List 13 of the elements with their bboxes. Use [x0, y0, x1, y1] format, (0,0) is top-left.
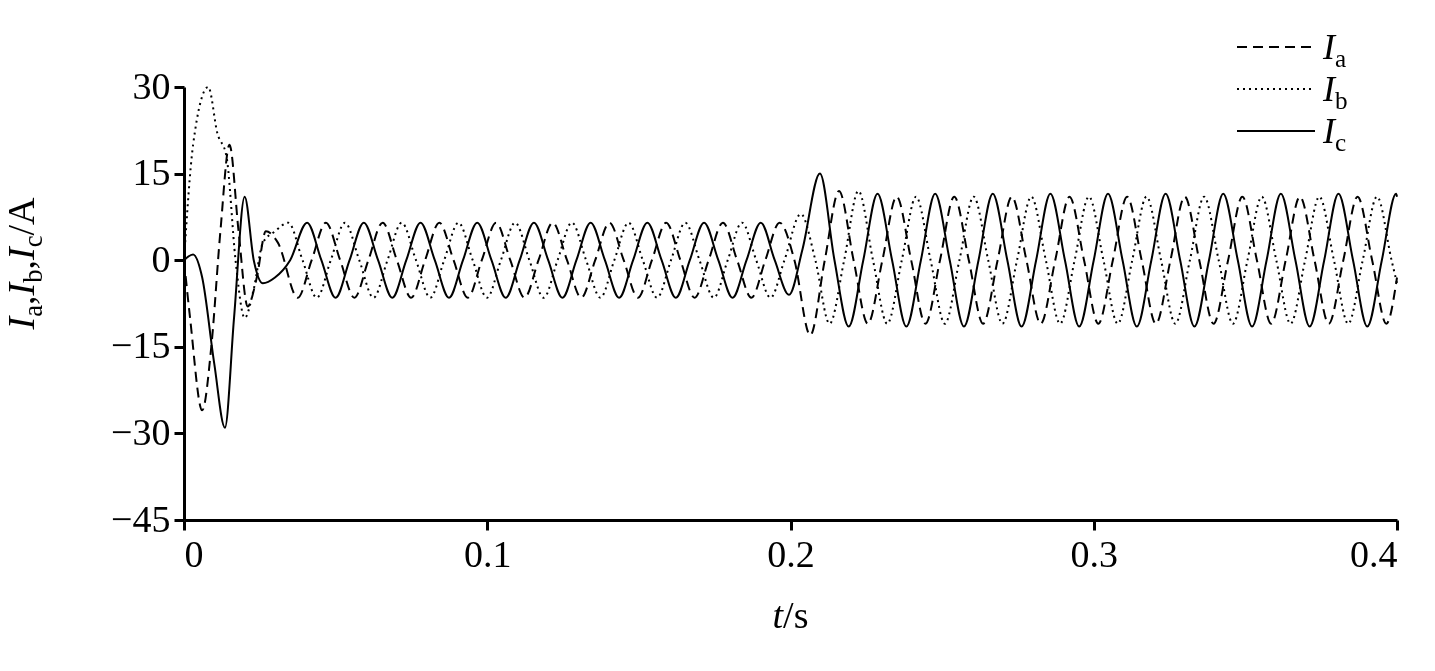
- x-tick-label: 0.3: [1070, 532, 1118, 575]
- y-tick-label: −45: [111, 497, 171, 540]
- y-tick-label: −15: [111, 324, 171, 367]
- x-axis-title: t/s: [772, 594, 809, 636]
- y-tick-label: −30: [111, 410, 171, 453]
- x-tick-label: 0.2: [767, 532, 815, 575]
- y-tick-label: 15: [132, 151, 171, 194]
- y-tick-label: 30: [132, 64, 171, 107]
- x-tick-label: 0.4: [1350, 532, 1398, 575]
- x-tick-label: 0.1: [464, 532, 512, 575]
- y-tick-label: 0: [151, 237, 171, 280]
- text: Ia,Ib,Ic/A: [0, 197, 49, 330]
- x-tick-label: 0: [184, 532, 204, 575]
